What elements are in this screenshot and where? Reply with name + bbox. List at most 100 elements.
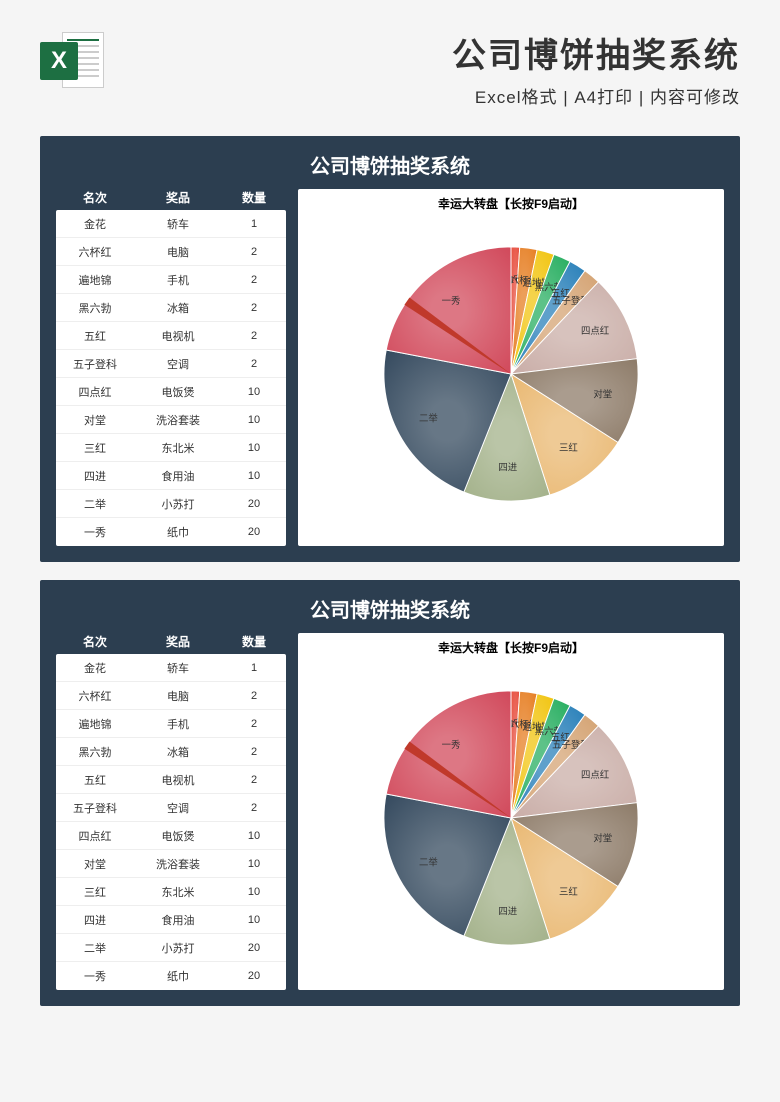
cell-prize: 纸巾 (134, 524, 222, 540)
cell-prize: 电视机 (134, 772, 222, 788)
cell-qty: 10 (222, 830, 286, 842)
cell-prize: 空调 (134, 356, 222, 372)
cell-qty: 10 (222, 442, 286, 454)
chart-card: 幸运大转盘【长按F9启动】 金花六杯红遍地锦黑六勃五红五子登科四点红对堂三红四进… (298, 633, 724, 990)
table-row: 五子登科空调2 (56, 794, 286, 822)
table-row: 一秀纸巾20 (56, 518, 286, 546)
cell-rank: 一秀 (56, 968, 134, 984)
cell-rank: 四点红 (56, 828, 134, 844)
pie-label: 三红 (559, 442, 578, 453)
main-title: 公司博饼抽奖系统 (122, 28, 740, 77)
cell-prize: 东北米 (134, 884, 222, 900)
table-row: 二举小苏打20 (56, 934, 286, 962)
table-row: 六杯红电脑2 (56, 682, 286, 710)
cell-rank: 二举 (56, 940, 134, 956)
pie-svg: 金花六杯红遍地锦黑六勃五红五子登科四点红对堂三红四进二举一秀 (304, 658, 718, 978)
cell-rank: 五红 (56, 772, 134, 788)
cell-qty: 20 (222, 942, 286, 954)
cell-rank: 黑六勃 (56, 744, 134, 760)
excel-icon: X (40, 28, 104, 92)
cell-rank: 四进 (56, 468, 134, 484)
cell-rank: 三红 (56, 884, 134, 900)
table-body-2: 金花轿车1六杯红电脑2遍地锦手机2黑六勃冰箱2五红电视机2五子登科空调2四点红电… (56, 654, 286, 990)
col-header-rank: 名次 (56, 633, 134, 650)
pie-label: 四进 (498, 462, 517, 473)
pie-label: 二举 (419, 857, 438, 868)
cell-prize: 食用油 (134, 912, 222, 928)
cell-prize: 电脑 (134, 688, 222, 704)
pie-chart-2: 金花六杯红遍地锦黑六勃五红五子登科四点红对堂三红四进二举一秀 (304, 658, 718, 978)
excel-badge-icon: X (40, 42, 78, 80)
col-header-qty: 数量 (222, 189, 286, 206)
cell-prize: 轿车 (134, 660, 222, 676)
cell-rank: 六杯红 (56, 244, 134, 260)
cell-qty: 1 (222, 662, 286, 674)
table-header-row: 名次 奖品 数量 (56, 189, 286, 210)
cell-qty: 2 (222, 746, 286, 758)
table-row: 三红东北米10 (56, 434, 286, 462)
pie-label: 二举 (419, 413, 438, 424)
cell-qty: 2 (222, 802, 286, 814)
cell-prize: 小苏打 (134, 496, 222, 512)
cell-qty: 10 (222, 886, 286, 898)
table-body-1: 金花轿车1六杯红电脑2遍地锦手机2黑六勃冰箱2五红电视机2五子登科空调2四点红电… (56, 210, 286, 546)
page-header: X 公司博饼抽奖系统 Excel格式 | A4打印 | 内容可修改 (0, 0, 780, 118)
pie-label: 对堂 (593, 832, 612, 843)
table-row: 四点红电饭煲10 (56, 822, 286, 850)
pie-label: 四点红 (581, 769, 609, 780)
cell-qty: 2 (222, 330, 286, 342)
cell-prize: 洗浴套装 (134, 412, 222, 428)
chart-card: 幸运大转盘【长按F9启动】 金花六杯红遍地锦黑六勃五红五子登科四点红对堂三红四进… (298, 189, 724, 546)
table-row: 二举小苏打20 (56, 490, 286, 518)
table-row: 五红电视机2 (56, 322, 286, 350)
cell-rank: 黑六勃 (56, 300, 134, 316)
table-row: 黑六勃冰箱2 (56, 738, 286, 766)
cell-rank: 遍地锦 (56, 716, 134, 732)
panel-title: 公司博饼抽奖系统 (56, 150, 724, 179)
cell-rank: 六杯红 (56, 688, 134, 704)
cell-rank: 金花 (56, 660, 134, 676)
cell-qty: 10 (222, 386, 286, 398)
table-row: 六杯红电脑2 (56, 238, 286, 266)
table-row: 四进食用油10 (56, 906, 286, 934)
cell-rank: 五子登科 (56, 800, 134, 816)
header-text: 公司博饼抽奖系统 Excel格式 | A4打印 | 内容可修改 (122, 28, 740, 108)
table-row: 遍地锦手机2 (56, 266, 286, 294)
cell-prize: 电饭煲 (134, 384, 222, 400)
pie-label: 一秀 (442, 295, 461, 306)
cell-prize: 小苏打 (134, 940, 222, 956)
cell-qty: 10 (222, 470, 286, 482)
cell-rank: 四进 (56, 912, 134, 928)
pie-label: 四点红 (581, 325, 609, 336)
cell-qty: 10 (222, 858, 286, 870)
cell-prize: 电脑 (134, 244, 222, 260)
cell-rank: 一秀 (56, 524, 134, 540)
col-header-prize: 奖品 (134, 633, 222, 650)
panel-body: 名次 奖品 数量 金花轿车1六杯红电脑2遍地锦手机2黑六勃冰箱2五红电视机2五子… (56, 189, 724, 546)
cell-rank: 四点红 (56, 384, 134, 400)
pie-chart-1: 金花六杯红遍地锦黑六勃五红五子登科四点红对堂三红四进二举一秀 (304, 214, 718, 534)
cell-qty: 2 (222, 774, 286, 786)
cell-qty: 1 (222, 218, 286, 230)
table-row: 三红东北米10 (56, 878, 286, 906)
cell-prize: 电饭煲 (134, 828, 222, 844)
panel-title: 公司博饼抽奖系统 (56, 594, 724, 623)
table-row: 四点红电饭煲10 (56, 378, 286, 406)
chart-title: 幸运大转盘【长按F9启动】 (304, 195, 718, 212)
cell-rank: 五子登科 (56, 356, 134, 372)
table-row: 黑六勃冰箱2 (56, 294, 286, 322)
sub-title: Excel格式 | A4打印 | 内容可修改 (122, 83, 740, 108)
panel-1: 公司博饼抽奖系统 名次 奖品 数量 金花轿车1六杯红电脑2遍地锦手机2黑六勃冰箱… (40, 136, 740, 562)
cell-prize: 手机 (134, 716, 222, 732)
cell-prize: 食用油 (134, 468, 222, 484)
table-row: 五子登科空调2 (56, 350, 286, 378)
pie-svg: 金花六杯红遍地锦黑六勃五红五子登科四点红对堂三红四进二举一秀 (304, 214, 718, 534)
pie-label: 对堂 (593, 388, 612, 399)
pie-label: 四进 (498, 906, 517, 917)
table-row: 五红电视机2 (56, 766, 286, 794)
cell-rank: 二举 (56, 496, 134, 512)
cell-qty: 2 (222, 246, 286, 258)
cell-qty: 10 (222, 914, 286, 926)
pie-label: 三红 (559, 886, 578, 897)
chart-title: 幸运大转盘【长按F9启动】 (304, 639, 718, 656)
